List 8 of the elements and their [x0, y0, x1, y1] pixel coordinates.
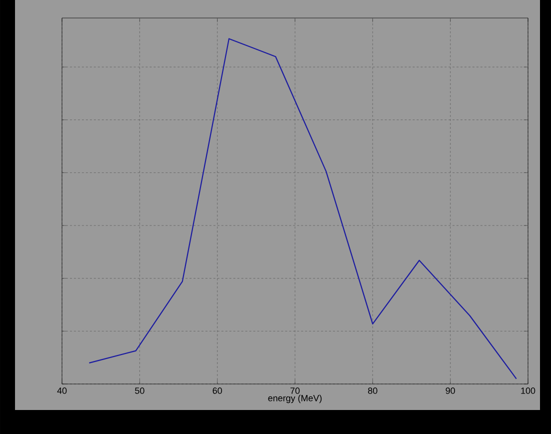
x-tick-label: 70: [290, 388, 300, 394]
x-tick-label: 50: [135, 388, 144, 394]
x-tick-label: 40: [57, 388, 67, 394]
x-axis-title: energy (MeV): [268, 394, 322, 404]
x-tick-label: 90: [446, 388, 455, 394]
x-tick-label: 100: [521, 388, 536, 394]
x-tick-label: 80: [368, 388, 378, 394]
x-tick-label: 60: [212, 388, 222, 394]
